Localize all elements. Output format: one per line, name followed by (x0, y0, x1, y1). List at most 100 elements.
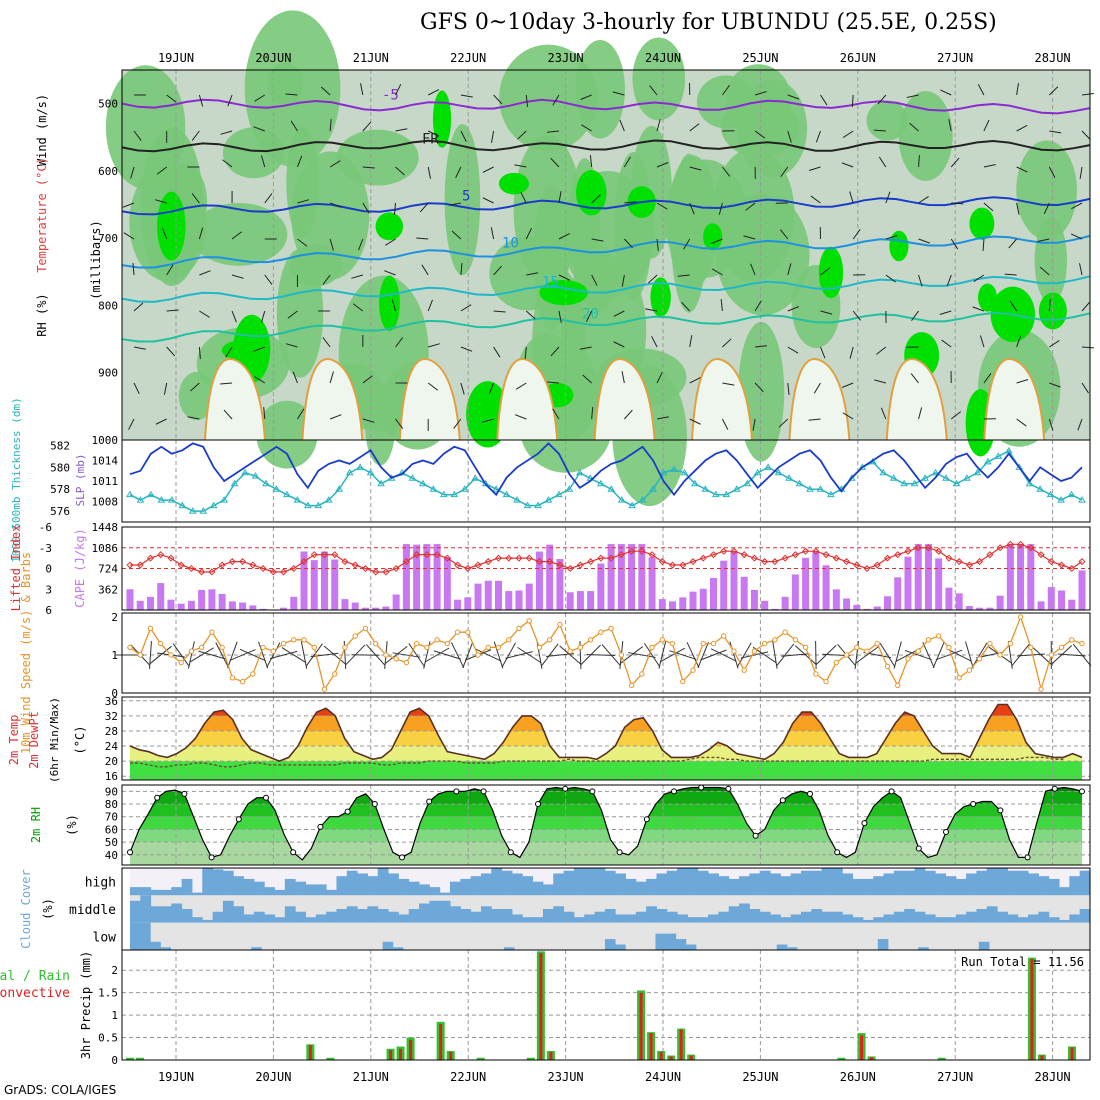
cloud-cover-bar (140, 895, 152, 923)
wind-barb (223, 409, 233, 420)
wind-speed-point (905, 656, 911, 662)
wind-speed-point (741, 667, 747, 673)
lifted-index-point (1037, 551, 1045, 559)
wind-barb (166, 346, 176, 357)
wind-speed-point (424, 644, 430, 651)
cloud-cover-bar (274, 889, 286, 896)
cape-bar (884, 596, 892, 610)
wind-barb (264, 274, 273, 285)
wind-speed-point (731, 648, 737, 654)
lifted-index-point (658, 558, 666, 566)
precip-tick-label: 0 (111, 1054, 118, 1067)
wind-speed-point (843, 652, 850, 658)
wind-barb (1030, 645, 1052, 665)
wind-barb (918, 407, 923, 420)
cloud-cover-bar (315, 914, 327, 923)
rh-tick-label: 80 (105, 798, 118, 811)
wind-barb (656, 202, 668, 210)
wind-barb (879, 642, 896, 668)
cloud-cover-bar (625, 914, 637, 923)
rh-moist-area (712, 147, 795, 282)
cloud-cover-bar (388, 911, 399, 923)
thickness-point (408, 474, 417, 481)
cloud-cover-bar (191, 917, 203, 923)
day-label-bottom: 20JUN (255, 1070, 291, 1084)
surface-theta-contour (691, 358, 753, 441)
cape-bar (935, 558, 943, 610)
wind-barb (329, 119, 332, 132)
lifted-index-point (576, 561, 584, 569)
cloud-cover-bar (1059, 887, 1070, 896)
wind-barb (526, 272, 539, 276)
rh-moist-area (286, 126, 319, 239)
wind-barb (580, 94, 592, 100)
wind-barb (1081, 301, 1091, 312)
cloud-cover-bar (470, 876, 482, 896)
lifted-index-point (791, 551, 799, 559)
cape-bar (228, 601, 236, 610)
cloud-cover-bar (893, 911, 905, 923)
wind-barb (133, 382, 140, 395)
wind-barb (1016, 335, 1022, 348)
cloud-cover-bar (831, 868, 843, 896)
wind-speed-point (1079, 640, 1085, 647)
rh-point (725, 785, 732, 792)
cape-bar (1006, 544, 1014, 610)
cape-bar (832, 589, 840, 610)
cape-bar (280, 607, 288, 610)
wind-barb (697, 641, 709, 669)
lifted-index-point (638, 547, 646, 555)
wind-barb (198, 94, 204, 107)
day-label-bottom: 21JUN (353, 1070, 389, 1084)
wind-barb (689, 335, 693, 348)
lifted-index-axis-label: Lifted Index (9, 525, 23, 612)
lifted-index-point (822, 551, 830, 559)
wind-barb (874, 379, 886, 384)
pressure-tick-label: 700 (98, 232, 118, 245)
wind-barb (266, 642, 281, 668)
wind-barb (229, 649, 256, 661)
wind-barb (787, 130, 792, 143)
run-total-label: Run Total = 11.56 (961, 955, 1084, 969)
cloud-cover-bar (439, 900, 451, 923)
cape-bar (515, 590, 523, 610)
wind-barb (820, 310, 833, 315)
wind-barb (740, 651, 769, 659)
thickness-point (241, 468, 249, 476)
cloud-cover-bar (811, 870, 823, 896)
lifted-index-point (259, 564, 267, 573)
lifted-index-point (146, 554, 155, 562)
lifted-index-point (709, 551, 718, 559)
temp-axis-label-3: (6hr Min/Max) (48, 697, 61, 783)
wind-barb (911, 310, 919, 322)
cape-bar (239, 602, 247, 610)
temp-tick-label: 32 (105, 710, 118, 723)
wind-speed-point (546, 637, 553, 643)
lifted-index-point (218, 561, 226, 569)
wind-barb (231, 310, 237, 323)
wind-speed-point (577, 644, 584, 651)
cloud-cover-bar (171, 903, 183, 923)
wind-speed-point (608, 625, 614, 632)
precip-convective-bar (389, 1050, 393, 1060)
wind-barb (660, 647, 686, 663)
cloud-cover-bar (382, 941, 394, 950)
wind-barb (166, 309, 179, 312)
wind-barb (948, 119, 952, 132)
wind-barb (918, 274, 923, 287)
precip-panel: 0 0.5 1 1.5 2 Run Total = 11.56 3hr Precip (mm… (0, 949, 1091, 1067)
temp-tick-label: 28 (105, 725, 118, 738)
wind-barb (198, 227, 204, 240)
rh-point (127, 849, 133, 856)
cloud-cover-bar (160, 889, 172, 896)
wind-barb (787, 94, 800, 100)
cloud-cover-bar (1007, 870, 1019, 896)
lifted-index-point (771, 558, 779, 566)
lifted-index-point (853, 561, 861, 569)
precip-convective-bar (659, 1051, 663, 1060)
cape-bar (525, 583, 533, 610)
cape-bar (628, 544, 636, 610)
wind-barb (711, 268, 723, 276)
rh-axis-label: RH (%) (35, 293, 49, 336)
thickness-point (827, 490, 835, 498)
